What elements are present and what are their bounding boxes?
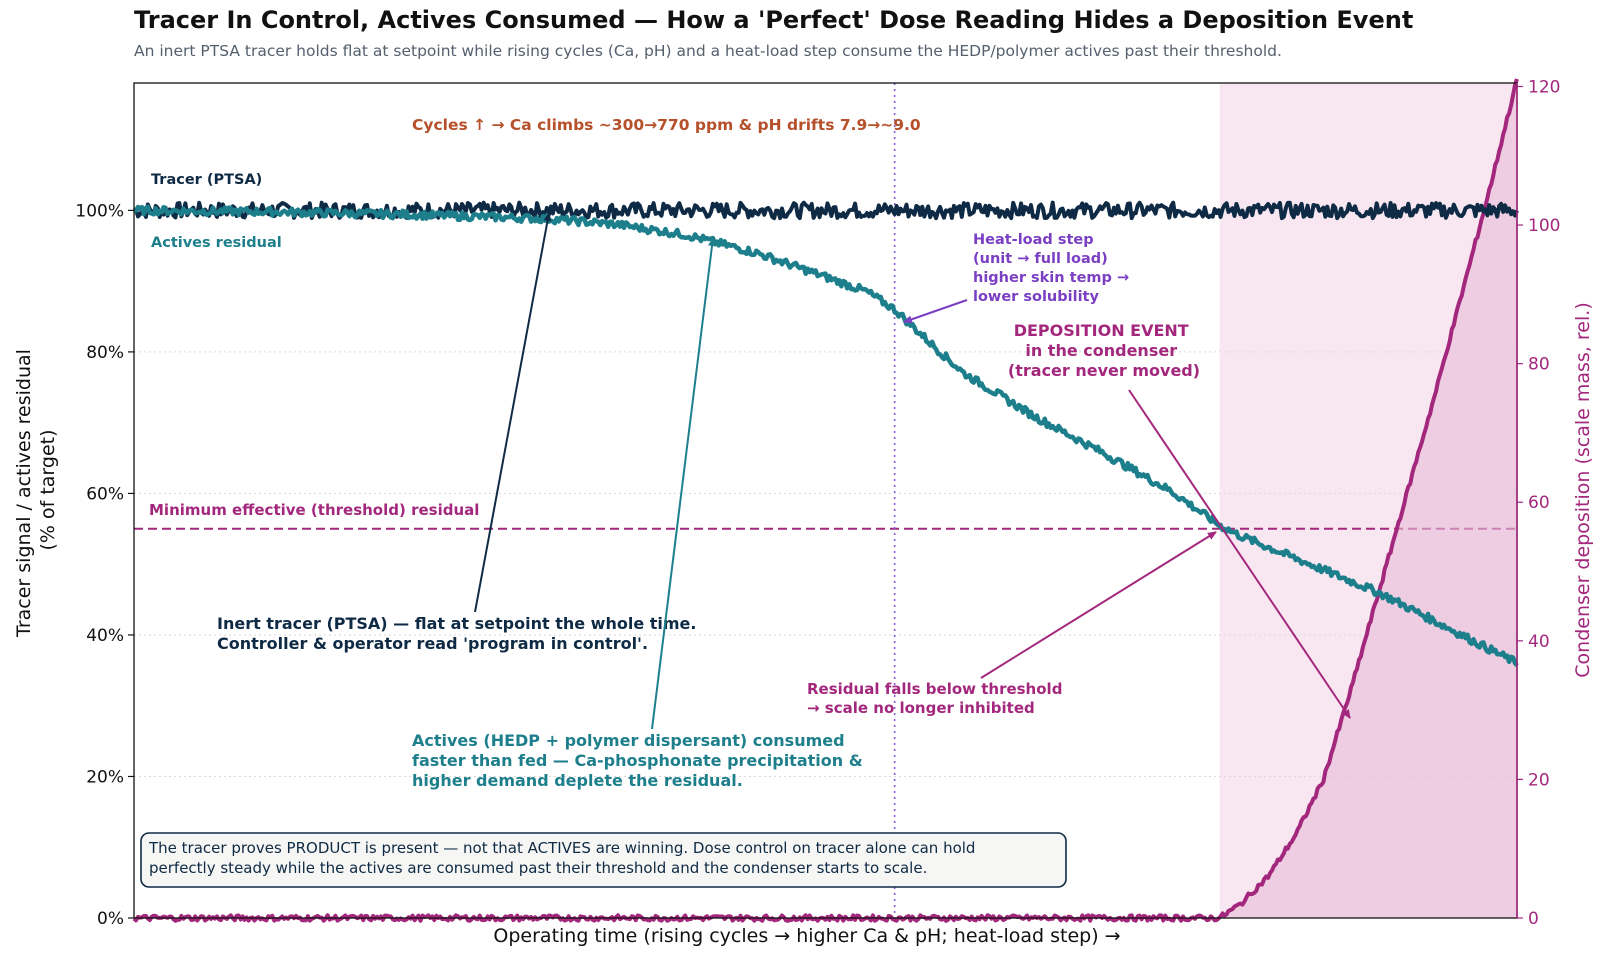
heat-step-arrow (903, 299, 968, 324)
y2-tick-label: 80 (1528, 355, 1550, 375)
y2-tick-label: 100 (1528, 216, 1560, 236)
residual-note: Residual falls below threshold → scale n… (807, 680, 1068, 717)
right-axis-ticks: 0 20 40 60 80 100 120 (1517, 77, 1560, 929)
y-tick-label: 100% (75, 201, 124, 221)
actives-series-label: Actives residual (151, 235, 282, 251)
series-tracer-line (133, 200, 1519, 221)
tracer-note-arrow (474, 212, 552, 613)
heat-step-annotation: Heat-load step (unit → full load) higher… (973, 232, 1134, 305)
tracer-series-label: Tracer (PTSA) (151, 172, 262, 188)
y2-axis-label: Condenser deposition (scale mass, rel.) (1572, 302, 1594, 677)
y2-tick-label: 20 (1528, 770, 1550, 790)
cycles-annotation: Cycles ↑ → Ca climbs ~300→770 ppm & pH d… (412, 116, 921, 134)
actives-note: Actives (HEDP + polymer dispersant) cons… (412, 731, 868, 790)
y-tick-label: 60% (86, 484, 124, 504)
y-tick-label: 20% (86, 767, 124, 787)
note-box (140, 832, 1067, 888)
tracer-note: Inert tracer (PTSA) — flat at setpoint t… (217, 614, 702, 653)
deposition-area (1219, 79, 1517, 918)
residual-note-arrow (980, 531, 1217, 679)
y-tick-label: 80% (86, 343, 124, 363)
y2-tick-label: 0 (1528, 909, 1539, 929)
chart-title: Tracer In Control, Actives Consumed — Ho… (134, 6, 1414, 34)
note-box-text: The tracer proves PRODUCT is present — n… (148, 839, 980, 877)
x-axis-label: Operating time (rising cycles → higher C… (493, 925, 1120, 947)
y2-tick-label: 120 (1528, 77, 1560, 97)
y2-tick-label: 40 (1528, 632, 1550, 652)
y-axis-label: Tracer signal / actives residual (% of t… (13, 343, 59, 638)
left-axis-ticks: 0% 20% 40% 60% 80% 100% (75, 201, 134, 929)
deposition-event-annotation: DEPOSITION EVENT in the condenser (trace… (1008, 321, 1200, 380)
threshold-label: Minimum effective (threshold) residual (149, 501, 479, 519)
y-tick-label: 0% (97, 909, 124, 929)
series-actives-line (133, 204, 1519, 667)
actives-note-arrow (651, 237, 716, 730)
deposition-event-arrow (1128, 389, 1351, 719)
chart-subtitle: An inert PTSA tracer holds flat at setpo… (134, 42, 1282, 60)
y2-tick-label: 60 (1528, 493, 1550, 513)
y-tick-label: 40% (86, 626, 124, 646)
